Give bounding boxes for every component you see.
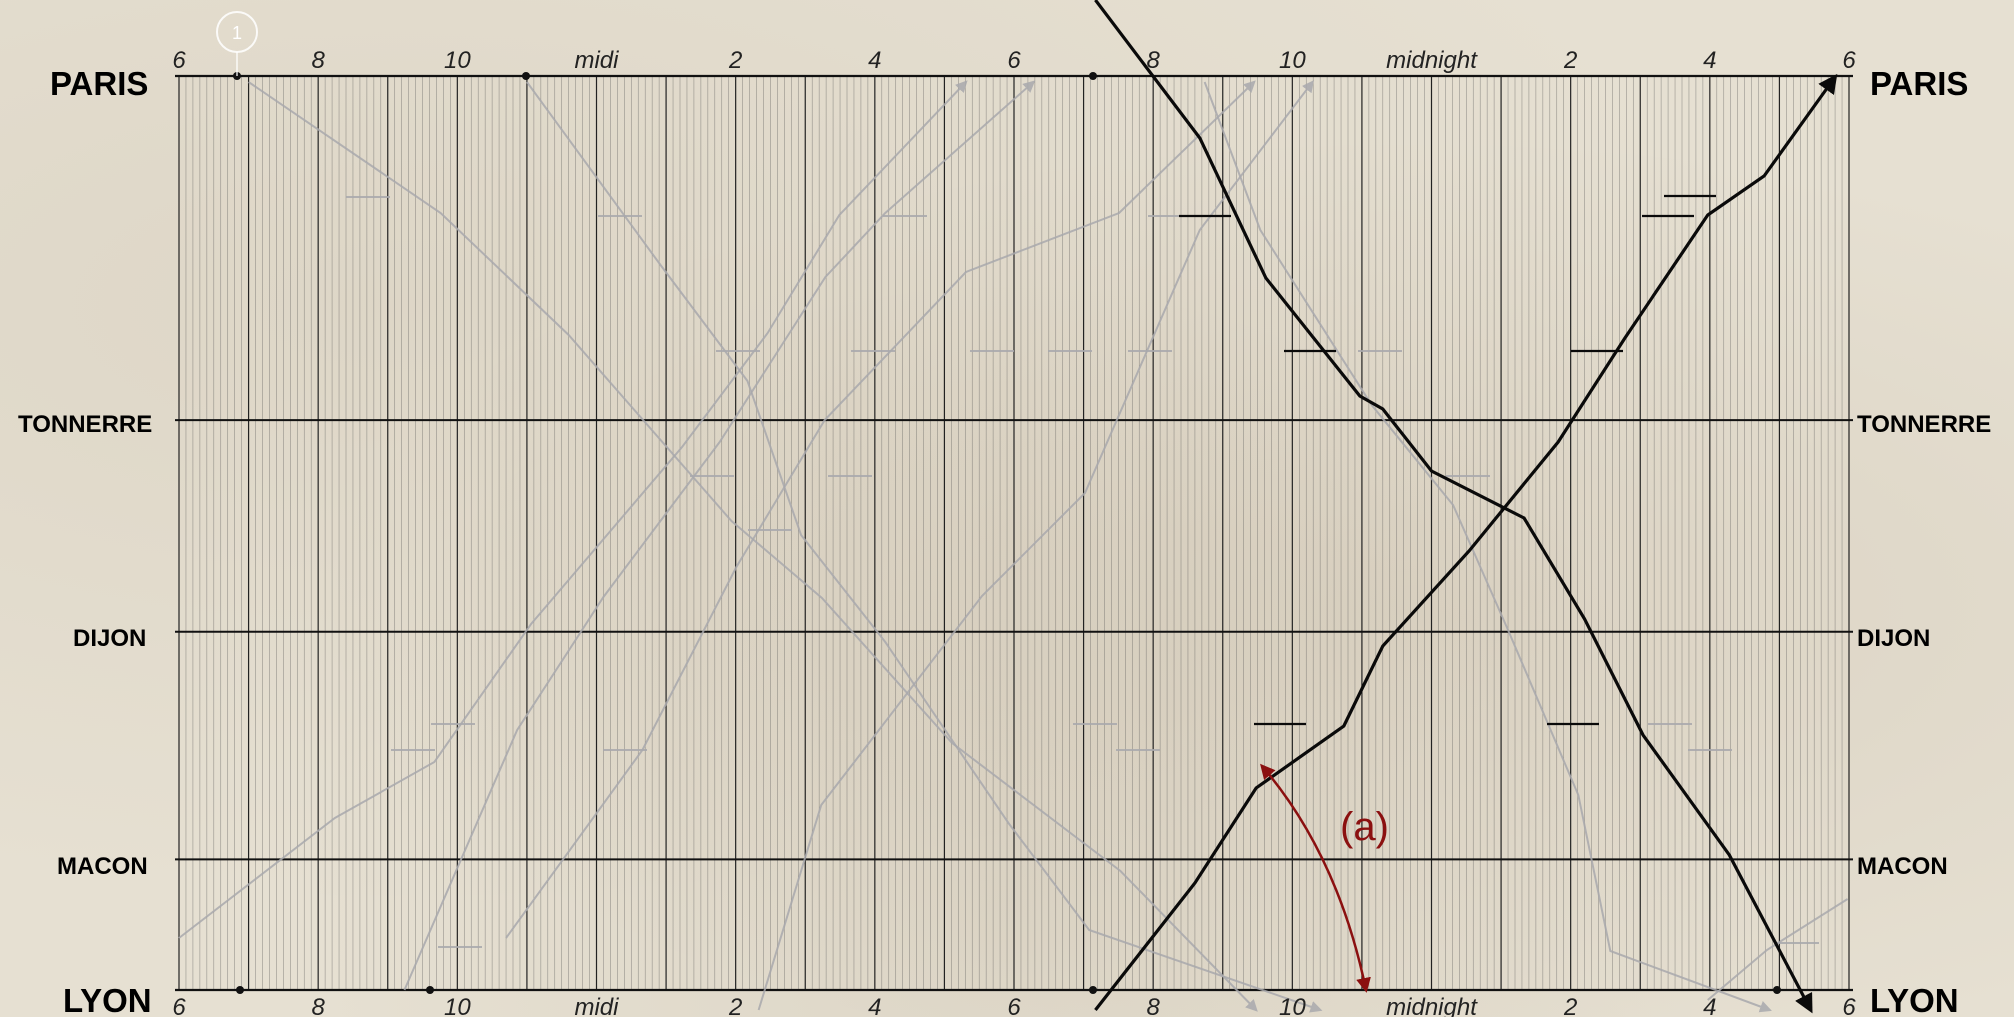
station-label-tonnerre-left: TONNERRE — [18, 411, 152, 438]
faded-train-path — [1203, 81, 1772, 1013]
station-labels-left: PARIS TONNERRE DIJON MACON LYON — [18, 65, 152, 1017]
faded-train-path — [505, 80, 1256, 939]
start-dot — [1773, 986, 1781, 994]
bottom-time-label: midnight — [1386, 994, 1478, 1017]
station-label-tonnerre-right: TONNERRE — [1857, 411, 1991, 438]
station-label-dijon-right: DIJON — [1857, 625, 1930, 652]
top-time-label: 10 — [444, 47, 471, 74]
bottom-time-label: 4 — [868, 994, 881, 1017]
bottom-time-label: midi — [574, 994, 619, 1017]
angle-annotation: (a) — [1260, 763, 1389, 993]
station-label-macon-left: MACON — [57, 853, 148, 880]
top-time-label: midi — [574, 47, 619, 74]
top-time-label: 8 — [1146, 47, 1160, 74]
number-marker: 1 — [216, 11, 258, 76]
start-dot — [522, 72, 530, 80]
start-dot — [426, 986, 434, 994]
highlighted-train-path — [1094, 73, 1838, 1011]
faded-train-path — [757, 80, 1314, 1011]
start-dot — [236, 986, 244, 994]
faded-train-path — [1707, 898, 1849, 1001]
faded-train-path — [526, 81, 1323, 1013]
station-label-dijon-left: DIJON — [73, 625, 146, 652]
faded-train-path — [248, 81, 1258, 1012]
bottom-time-label: 6 — [172, 994, 186, 1017]
highlighted-train-paths — [1094, 0, 1838, 1014]
bottom-time-label: 6 — [1007, 994, 1021, 1017]
bottom-time-label: 2 — [1563, 994, 1577, 1017]
top-time-label: 6 — [1842, 47, 1856, 74]
station-label-macon-right: MACON — [1857, 853, 1948, 880]
stop-marks — [346, 194, 1819, 948]
start-dot — [1089, 986, 1097, 994]
start-dot — [1089, 72, 1097, 80]
bottom-time-label: 8 — [311, 994, 325, 1017]
top-time-label: 4 — [1703, 47, 1716, 74]
top-time-label: midnight — [1386, 47, 1478, 74]
bottom-time-label: 6 — [1842, 994, 1856, 1017]
annotation-arc — [1260, 763, 1371, 993]
top-time-label: 10 — [1279, 47, 1306, 74]
annotation-label: (a) — [1340, 805, 1389, 849]
top-time-labels: 6 8 10 midi 2 4 6 8 10 midnight 2 4 6 — [172, 47, 1856, 74]
bottom-time-label: 10 — [1279, 994, 1306, 1017]
number-marker-label: 1 — [232, 23, 242, 43]
bottom-time-label: 10 — [444, 994, 471, 1017]
bottom-time-label: 4 — [1703, 994, 1716, 1017]
station-label-paris-left: PARIS — [50, 65, 148, 102]
minor-gridlines — [185, 76, 1843, 990]
faded-train-path — [178, 80, 968, 939]
top-time-label: 6 — [1007, 47, 1021, 74]
top-time-label: 2 — [728, 47, 742, 74]
station-labels-right: PARIS TONNERRE DIJON MACON LYON — [1857, 65, 1991, 1017]
highlighted-train-path — [1094, 0, 1813, 1014]
bottom-time-label: 8 — [1146, 994, 1160, 1017]
bottom-time-labels: 6 8 10 midi 2 4 6 8 10 midnight 2 4 6 — [172, 994, 1856, 1017]
faded-train-path — [403, 80, 1036, 991]
start-dots — [233, 72, 1781, 994]
bottom-time-label: 2 — [728, 994, 742, 1017]
major-gridlines — [178, 76, 1850, 990]
station-label-lyon-right: LYON — [1870, 982, 1959, 1017]
top-time-label: 4 — [868, 47, 881, 74]
top-time-label: 6 — [172, 47, 186, 74]
station-label-paris-right: PARIS — [1870, 65, 1968, 102]
station-label-lyon-left: LYON — [63, 982, 152, 1017]
top-time-label: 2 — [1563, 47, 1577, 74]
top-time-label: 8 — [311, 47, 325, 74]
